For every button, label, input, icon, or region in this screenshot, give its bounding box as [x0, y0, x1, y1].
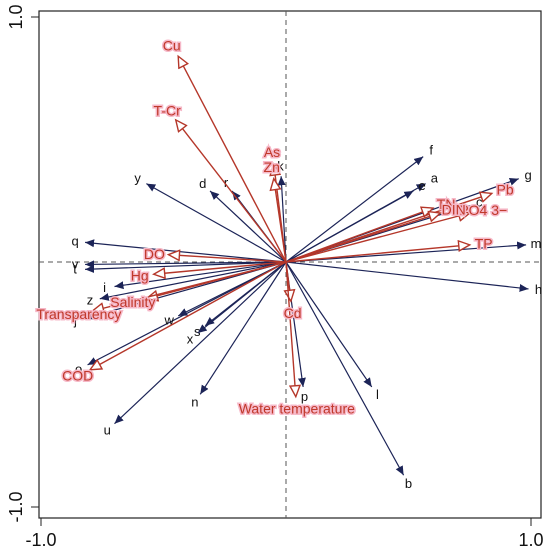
x-tick-label: -1.0: [25, 530, 56, 550]
env-arrow-din: [285, 213, 440, 263]
site-label-r: r: [224, 175, 229, 190]
env-arrow-do: [168, 255, 287, 263]
site-arrow-w: [177, 261, 287, 317]
env-label-cd: Cd: [284, 305, 302, 321]
env-label-tp: TP: [475, 236, 493, 252]
site-label-a: a: [431, 171, 439, 186]
site-label-y: y: [134, 171, 141, 186]
site-arrow-n: [199, 261, 287, 395]
x-ticks: -1.0 1.0: [25, 518, 544, 550]
x-tick-label: 1.0: [518, 530, 543, 550]
env-label-pb: Pb: [497, 182, 514, 198]
env-arrow-po4-3: [285, 213, 470, 263]
site-label-h: h: [535, 282, 542, 297]
env-arrow-cod: [90, 261, 287, 370]
y-ticks: 1.0 -1.0: [6, 4, 39, 523]
env-label-cu: Cu: [163, 38, 181, 54]
site-label-u: u: [104, 423, 111, 438]
env-arrow-hg: [154, 261, 287, 274]
y-tick-label: -1.0: [6, 491, 26, 522]
site-label-m: m: [531, 236, 542, 251]
env-factor-vectors: [90, 56, 492, 397]
env-arrow-water-temperature: [285, 261, 296, 397]
site-label-w: w: [164, 312, 175, 327]
site-arrow-z: [99, 261, 287, 301]
env-arrow-tn: [285, 208, 433, 263]
env-label-salinity: Salinity: [110, 294, 155, 310]
site-label-t: t: [73, 262, 77, 277]
site-arrow-k: [277, 176, 287, 263]
site-arrow-d: [209, 190, 287, 263]
env-label-water-temperature: Water temperature: [239, 401, 355, 417]
site-label-n: n: [191, 395, 198, 410]
site-label-x: x: [187, 331, 194, 346]
site-arrow-e: [285, 190, 414, 263]
site-label-v: v: [72, 257, 79, 272]
site-arrow-i: [114, 261, 287, 290]
site-label-s: s: [194, 324, 201, 339]
site-label-e: e: [419, 178, 426, 193]
env-arrow-t-cr: [176, 120, 287, 263]
env-label-do: DO: [144, 246, 165, 262]
plot-frame: [38, 10, 542, 519]
site-arrow-b: [285, 261, 405, 476]
site-label-f: f: [429, 143, 433, 158]
env-arrow-zn: [274, 179, 287, 263]
site-arrow-l: [285, 261, 373, 388]
site-arrow-u: [114, 261, 287, 425]
site-label-j: j: [73, 313, 77, 328]
env-label-cod: COD: [62, 368, 93, 384]
site-arrow-y: [146, 183, 287, 263]
env-label-tn: TN: [437, 196, 456, 212]
site-arrow-q: [85, 239, 287, 263]
env-label-din: DIN: [442, 201, 466, 217]
site-label-z: z: [87, 293, 94, 308]
site-arrow-x: [197, 261, 287, 334]
site-arrow-f: [285, 156, 424, 263]
env-label-hg: Hg: [131, 267, 149, 283]
site-label-l: l: [376, 387, 379, 402]
site-arrow-v: [85, 260, 287, 269]
site-label-d: d: [199, 176, 206, 191]
env-arrow-cu: [178, 56, 287, 263]
site-label-q: q: [72, 233, 79, 248]
env-arrow-tp: [285, 245, 470, 263]
site-label-g: g: [525, 167, 532, 182]
site-arrow-h: [285, 261, 529, 292]
site-arrow-t: [85, 261, 287, 274]
site-label-b: b: [405, 476, 412, 491]
env-arrow-transparency: [92, 261, 287, 311]
site-arrow-m: [285, 241, 527, 263]
env-label-zn: Zn: [264, 159, 280, 175]
env-label-transparency: Transparency: [36, 306, 121, 322]
site-label-o: o: [75, 362, 82, 377]
site-label-p: p: [301, 389, 308, 404]
env-label-po4-3: PO4 3−: [459, 202, 507, 218]
env-label-as: As: [264, 144, 280, 160]
y-tick-label: 1.0: [6, 4, 26, 29]
site-label-i: i: [103, 280, 106, 295]
env-label-t-cr: T-Cr: [154, 102, 182, 118]
